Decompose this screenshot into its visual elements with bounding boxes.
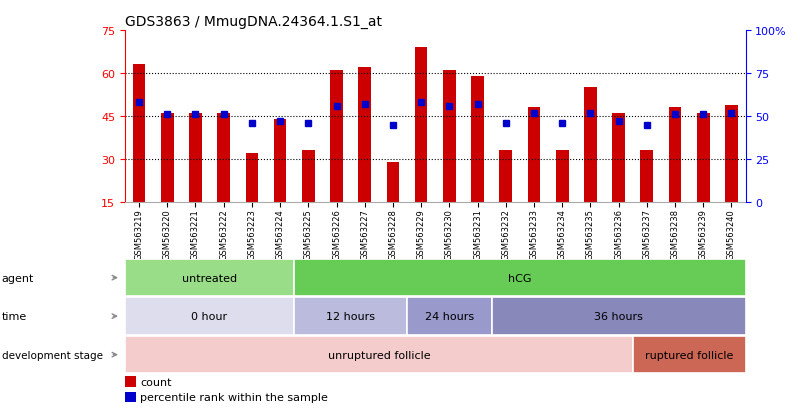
Text: 24 hours: 24 hours [425,311,474,321]
Text: count: count [140,377,172,387]
Bar [584,88,596,202]
Bar [500,151,512,202]
Text: percentile rank within the sample: percentile rank within the sample [140,392,328,402]
Text: untreated: untreated [182,273,237,283]
Bar [492,298,746,335]
Bar [359,68,371,202]
Bar [294,298,407,335]
Bar [302,151,314,202]
Bar [641,151,653,202]
Bar [697,114,709,202]
Bar [218,114,230,202]
Bar [407,298,492,335]
Text: agent: agent [2,273,34,283]
Text: 0 hour: 0 hour [192,311,227,321]
Bar [613,114,625,202]
Bar [133,65,145,202]
Text: 12 hours: 12 hours [326,311,375,321]
Bar [415,48,427,202]
Bar [125,259,294,297]
Bar [274,119,286,202]
Bar [125,392,136,402]
Bar [472,77,484,202]
Bar [330,71,343,202]
Text: unruptured follicle: unruptured follicle [327,350,430,360]
Bar [125,298,294,335]
Text: time: time [2,311,27,321]
Text: hCG: hCG [508,273,532,283]
Bar [443,71,455,202]
Bar [387,162,399,202]
Text: ruptured follicle: ruptured follicle [645,350,733,360]
Bar [161,114,173,202]
Bar [125,336,633,373]
Text: GDS3863 / MmugDNA.24364.1.S1_at: GDS3863 / MmugDNA.24364.1.S1_at [125,14,382,28]
Bar [125,376,136,387]
Bar [669,108,681,202]
Bar [294,259,746,297]
Bar [725,105,737,202]
Bar [528,108,540,202]
Bar [189,114,202,202]
Text: development stage: development stage [2,350,102,360]
Bar [633,336,746,373]
Bar [246,154,258,202]
Bar [556,151,568,202]
Text: 36 hours: 36 hours [594,311,643,321]
